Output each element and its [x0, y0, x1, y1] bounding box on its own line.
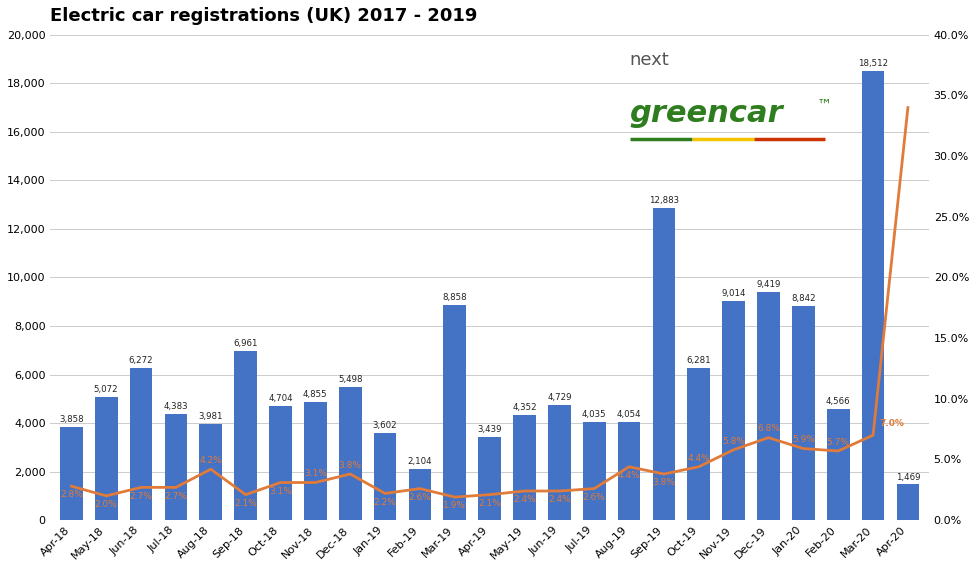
- Bar: [374, 433, 396, 520]
- Bar: [653, 207, 675, 520]
- Bar: [827, 410, 849, 520]
- Text: 5,498: 5,498: [338, 375, 362, 384]
- Text: 2.7%: 2.7%: [130, 492, 152, 500]
- Bar: [130, 368, 152, 520]
- Text: 4,352: 4,352: [512, 403, 537, 412]
- Text: 3,602: 3,602: [373, 421, 397, 430]
- Text: 4.2%: 4.2%: [199, 456, 223, 465]
- Text: ™: ™: [817, 98, 833, 112]
- Bar: [478, 437, 501, 520]
- Text: 2.7%: 2.7%: [165, 492, 187, 500]
- Bar: [443, 305, 467, 520]
- Bar: [304, 402, 327, 520]
- Bar: [792, 306, 815, 520]
- Bar: [618, 422, 640, 520]
- Text: 3.8%: 3.8%: [652, 478, 675, 487]
- Text: 2.6%: 2.6%: [409, 493, 431, 502]
- Bar: [60, 427, 83, 520]
- Bar: [409, 469, 431, 520]
- Bar: [548, 406, 571, 520]
- Text: 2.1%: 2.1%: [234, 499, 257, 508]
- Text: 7.0%: 7.0%: [879, 419, 905, 428]
- Bar: [722, 302, 745, 520]
- Text: 6.8%: 6.8%: [757, 424, 780, 433]
- Bar: [95, 397, 117, 520]
- Text: 4.4%: 4.4%: [687, 453, 711, 462]
- Text: 3,981: 3,981: [198, 412, 224, 421]
- Text: 6,961: 6,961: [233, 339, 258, 348]
- Bar: [897, 485, 919, 520]
- Text: 3.1%: 3.1%: [304, 469, 327, 478]
- Text: 2.2%: 2.2%: [374, 498, 396, 507]
- Text: 12,883: 12,883: [649, 195, 679, 204]
- Text: 3.1%: 3.1%: [269, 487, 292, 496]
- Text: 3,858: 3,858: [59, 415, 84, 424]
- Text: 5.7%: 5.7%: [827, 438, 850, 446]
- Text: 6,272: 6,272: [129, 356, 153, 365]
- Text: Electric car registrations (UK) 2017 - 2019: Electric car registrations (UK) 2017 - 2…: [51, 7, 478, 25]
- Text: 8,858: 8,858: [442, 293, 468, 302]
- Text: 4,054: 4,054: [617, 410, 641, 419]
- Text: 2.4%: 2.4%: [513, 495, 536, 504]
- Text: next: next: [630, 51, 670, 69]
- Text: 4.4%: 4.4%: [618, 471, 640, 480]
- Text: 6,281: 6,281: [686, 356, 712, 365]
- Text: 9,419: 9,419: [756, 279, 781, 289]
- Text: 3,439: 3,439: [477, 425, 502, 434]
- Bar: [234, 351, 257, 520]
- Text: 4,704: 4,704: [268, 394, 293, 403]
- Text: 5.9%: 5.9%: [792, 435, 815, 444]
- Text: 8,842: 8,842: [791, 294, 816, 303]
- Bar: [583, 422, 605, 520]
- Text: 4,729: 4,729: [548, 394, 572, 403]
- Text: 4,383: 4,383: [164, 402, 188, 411]
- Bar: [513, 415, 536, 520]
- Text: 2,104: 2,104: [408, 457, 432, 466]
- Text: 2.6%: 2.6%: [583, 493, 606, 502]
- Bar: [862, 71, 884, 520]
- Bar: [165, 414, 187, 520]
- Text: greencar: greencar: [630, 99, 783, 128]
- Text: 5.8%: 5.8%: [722, 437, 745, 445]
- Bar: [339, 387, 361, 520]
- Text: 2.0%: 2.0%: [95, 500, 118, 509]
- Text: 3.8%: 3.8%: [339, 461, 362, 470]
- Bar: [199, 424, 223, 520]
- Bar: [269, 406, 292, 520]
- Text: 1.9%: 1.9%: [443, 502, 467, 510]
- Bar: [757, 291, 780, 520]
- Text: 4,035: 4,035: [582, 410, 606, 419]
- Text: 4,855: 4,855: [303, 390, 328, 399]
- Text: 9,014: 9,014: [721, 290, 746, 299]
- Text: 18,512: 18,512: [858, 59, 888, 68]
- Text: 2.1%: 2.1%: [478, 499, 501, 508]
- Text: 2.8%: 2.8%: [60, 490, 83, 499]
- Text: 2.4%: 2.4%: [548, 495, 571, 504]
- Bar: [687, 367, 711, 520]
- Text: 5,072: 5,072: [94, 385, 118, 394]
- Text: 4,566: 4,566: [826, 398, 850, 407]
- Text: 1,469: 1,469: [896, 473, 920, 482]
